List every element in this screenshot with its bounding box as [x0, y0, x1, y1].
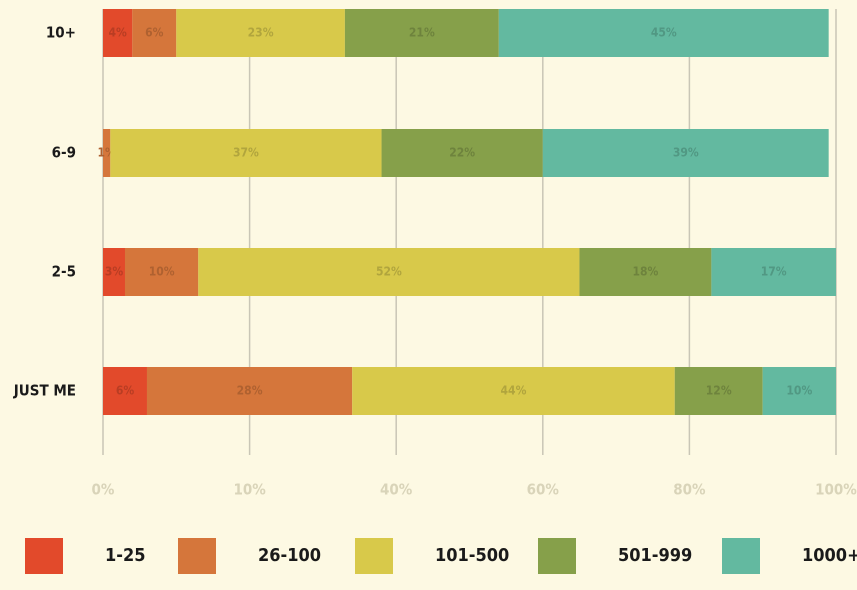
legend-label: 101-500	[435, 545, 509, 566]
data-label: 6%	[145, 26, 164, 40]
bar-segment	[711, 248, 836, 296]
x-tick-label: 0%	[92, 481, 115, 499]
bar-segment	[344, 9, 499, 57]
bar-segment	[103, 9, 133, 57]
legend-swatch	[538, 538, 576, 574]
data-label: 17%	[761, 265, 787, 279]
x-tick-label: 10%	[233, 481, 266, 499]
bar-segment	[103, 248, 125, 296]
bar-segment	[381, 129, 543, 177]
data-label: 28%	[237, 384, 263, 398]
x-tick-label: 60%	[527, 481, 560, 499]
bar-segment	[176, 9, 345, 57]
data-label: 4%	[108, 26, 127, 40]
bar-segment	[146, 367, 353, 415]
x-tick-label: 100%	[815, 481, 857, 499]
bar-segment	[579, 248, 712, 296]
bar-segment	[674, 367, 763, 415]
legend-swatch	[25, 538, 63, 574]
data-label: 23%	[248, 26, 274, 40]
data-label: 21%	[409, 26, 435, 40]
y-tick-label: JUST ME	[13, 382, 76, 400]
x-tick-label: 80%	[673, 481, 706, 499]
bar-segment	[762, 367, 836, 415]
data-label: 3%	[105, 265, 124, 279]
data-label: 18%	[632, 265, 658, 279]
y-tick-label: 10+	[46, 24, 76, 42]
bar-segment	[124, 248, 199, 296]
bar-segment	[103, 129, 111, 177]
data-label: 39%	[673, 146, 699, 160]
bar-segment	[542, 129, 829, 177]
data-label: 22%	[449, 146, 475, 160]
bar-segment	[103, 367, 147, 415]
y-tick-label: 2-5	[52, 263, 76, 281]
legend-swatch	[178, 538, 216, 574]
legend-label: 1000+	[802, 545, 857, 566]
legend-label: 501-999	[618, 545, 692, 566]
x-tick-label: 40%	[380, 481, 413, 499]
data-label: 10%	[786, 384, 812, 398]
bar-segment	[352, 367, 675, 415]
legend-label: 1-25	[105, 545, 146, 566]
data-label: 37%	[233, 146, 259, 160]
bar-segment	[110, 129, 382, 177]
bar-segment	[198, 248, 580, 296]
legend-label: 26-100	[258, 545, 321, 566]
data-label: 44%	[501, 384, 527, 398]
legend-swatch	[722, 538, 760, 574]
data-label: 12%	[706, 384, 732, 398]
y-tick-label: 6-9	[52, 144, 76, 162]
data-label: 45%	[651, 26, 677, 40]
data-label: 52%	[376, 265, 402, 279]
data-label: 6%	[116, 384, 135, 398]
legend-swatch	[355, 538, 393, 574]
bar-segment	[132, 9, 177, 57]
data-label: 10%	[149, 265, 175, 279]
bar-segment	[498, 9, 829, 57]
